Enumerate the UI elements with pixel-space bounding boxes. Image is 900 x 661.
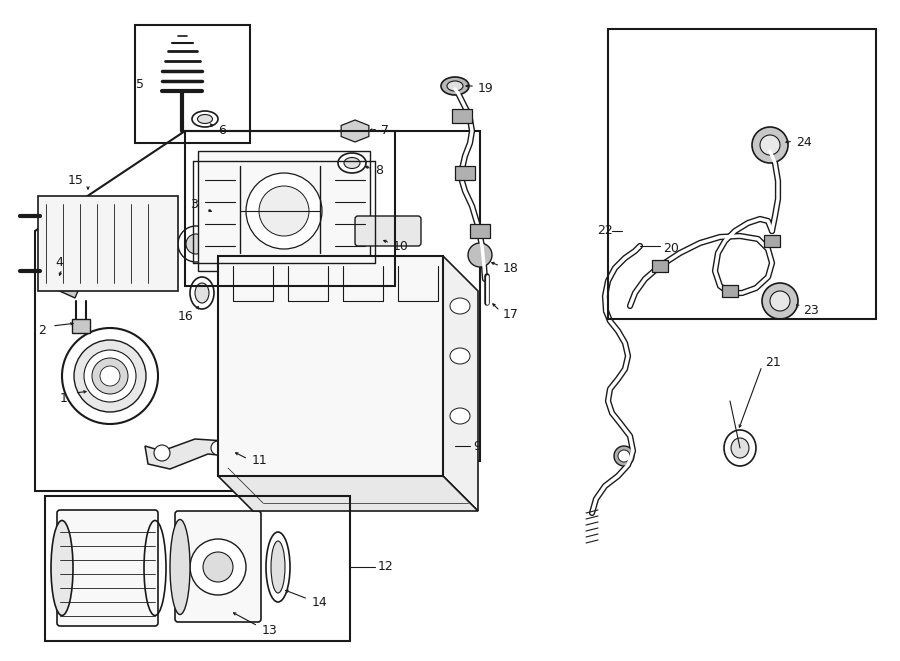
Ellipse shape	[192, 111, 218, 127]
FancyBboxPatch shape	[355, 216, 421, 246]
Text: 7: 7	[381, 124, 389, 137]
Text: 1: 1	[60, 391, 68, 405]
Circle shape	[224, 274, 248, 298]
Circle shape	[62, 328, 158, 424]
Circle shape	[234, 369, 278, 413]
Circle shape	[372, 361, 432, 421]
Text: 17: 17	[503, 307, 519, 321]
Bar	[470, 224, 490, 238]
Ellipse shape	[190, 277, 214, 309]
Bar	[455, 166, 475, 180]
Text: 23: 23	[803, 303, 819, 317]
Ellipse shape	[731, 438, 749, 458]
Circle shape	[468, 243, 492, 267]
Ellipse shape	[450, 408, 470, 424]
Circle shape	[760, 135, 780, 155]
Ellipse shape	[724, 430, 756, 466]
Text: 15: 15	[68, 175, 84, 188]
Ellipse shape	[450, 348, 470, 364]
Bar	[764, 235, 780, 247]
Ellipse shape	[170, 520, 190, 615]
Bar	[722, 285, 738, 297]
FancyBboxPatch shape	[175, 511, 261, 622]
Text: 21: 21	[765, 356, 781, 369]
Text: 8: 8	[375, 165, 383, 178]
Text: 18: 18	[503, 262, 519, 274]
Circle shape	[413, 274, 437, 298]
Text: 12: 12	[378, 561, 394, 574]
Text: 22: 22	[597, 225, 613, 237]
Text: 13: 13	[262, 625, 278, 637]
Circle shape	[618, 450, 630, 462]
Polygon shape	[198, 151, 370, 271]
Text: 6: 6	[218, 124, 226, 137]
Circle shape	[614, 446, 634, 466]
Circle shape	[307, 369, 351, 413]
Bar	[135, 25, 250, 143]
Bar	[185, 131, 395, 286]
Text: 14: 14	[312, 596, 328, 609]
Circle shape	[380, 369, 424, 413]
Circle shape	[154, 445, 170, 461]
Polygon shape	[145, 439, 228, 469]
Text: 4: 4	[55, 256, 63, 270]
FancyBboxPatch shape	[57, 510, 158, 626]
Ellipse shape	[344, 157, 360, 169]
Circle shape	[224, 429, 248, 453]
Text: 20: 20	[663, 241, 679, 254]
Circle shape	[413, 429, 437, 453]
Bar	[38, 196, 178, 291]
Circle shape	[752, 127, 788, 163]
Ellipse shape	[338, 153, 366, 173]
Text: 16: 16	[178, 311, 194, 323]
Polygon shape	[341, 120, 369, 142]
Circle shape	[92, 358, 128, 394]
Polygon shape	[72, 319, 90, 333]
Text: 9: 9	[473, 440, 481, 453]
Bar	[45, 496, 350, 641]
Bar	[452, 109, 472, 123]
Ellipse shape	[266, 532, 290, 602]
Circle shape	[226, 361, 286, 421]
Circle shape	[178, 226, 214, 262]
Circle shape	[203, 552, 233, 582]
Circle shape	[186, 234, 206, 254]
Text: 24: 24	[796, 137, 812, 149]
Polygon shape	[218, 476, 478, 511]
Circle shape	[100, 366, 120, 386]
Polygon shape	[443, 256, 478, 511]
Text: 5: 5	[136, 77, 144, 91]
Bar	[652, 260, 668, 272]
Polygon shape	[42, 273, 78, 298]
Ellipse shape	[195, 283, 209, 303]
Bar	[218, 256, 443, 476]
Ellipse shape	[197, 114, 212, 124]
Ellipse shape	[450, 298, 470, 314]
Bar	[608, 29, 876, 319]
Ellipse shape	[51, 520, 73, 615]
Text: 19: 19	[478, 81, 494, 95]
Circle shape	[246, 173, 322, 249]
Ellipse shape	[447, 81, 463, 91]
Text: 10: 10	[393, 239, 409, 253]
Text: 2: 2	[38, 325, 46, 338]
Circle shape	[84, 350, 136, 402]
Circle shape	[74, 340, 146, 412]
Circle shape	[762, 283, 798, 319]
Text: 3: 3	[190, 198, 198, 212]
Ellipse shape	[441, 77, 469, 95]
Ellipse shape	[271, 541, 285, 593]
Circle shape	[211, 441, 225, 455]
Circle shape	[299, 361, 359, 421]
Circle shape	[259, 186, 309, 236]
Circle shape	[190, 539, 246, 595]
Text: 11: 11	[252, 455, 268, 467]
Circle shape	[770, 291, 790, 311]
